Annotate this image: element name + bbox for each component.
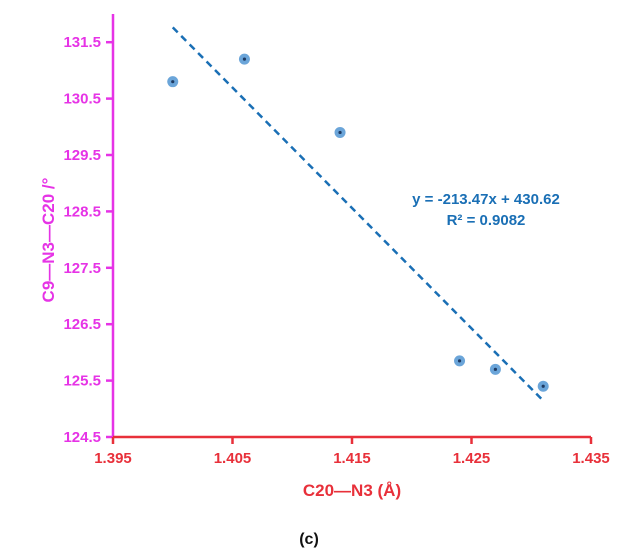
data-point-core	[457, 359, 462, 363]
y-tick-label: 129.5	[63, 147, 101, 164]
y-axis-title: C9—N3—C20 /°	[39, 177, 58, 302]
trendline-equation: y = -213.47x + 430.62	[412, 191, 560, 208]
trendline-r-squared: R² = 0.9082	[447, 212, 526, 229]
panel-label: (c)	[299, 531, 319, 548]
trendline-group	[171, 26, 545, 402]
y-axis: 124.5 125.5 126.5 127.5 128.5 129.5 130.5 131.5	[63, 14, 115, 446]
x-tick-label: 1.435	[572, 450, 610, 467]
data-point-core	[171, 80, 175, 84]
x-axis: 1.395 1.405 1.415 1.425 1.435	[94, 435, 610, 467]
x-tick-label: 1.395	[94, 450, 132, 467]
y-tick-label: 131.5	[63, 34, 101, 51]
data-points	[167, 53, 549, 392]
x-tick-label: 1.405	[214, 450, 252, 467]
y-tick-label: 128.5	[63, 203, 101, 220]
trendline	[171, 26, 545, 402]
y-tick-label: 124.5	[63, 429, 101, 446]
x-tick-label: 1.425	[453, 450, 491, 467]
data-point-core	[338, 130, 342, 135]
y-tick-label: 130.5	[63, 91, 101, 108]
y-tick-label: 127.5	[63, 260, 101, 277]
y-tick-label: 126.5	[63, 316, 101, 333]
data-point-core	[493, 367, 497, 371]
x-axis-title: C20—N3 (Å)	[303, 481, 401, 500]
data-point-core	[541, 384, 545, 388]
x-tick-label: 1.415	[333, 450, 371, 467]
data-point-core	[242, 57, 247, 61]
y-tick-label: 125.5	[63, 373, 101, 390]
